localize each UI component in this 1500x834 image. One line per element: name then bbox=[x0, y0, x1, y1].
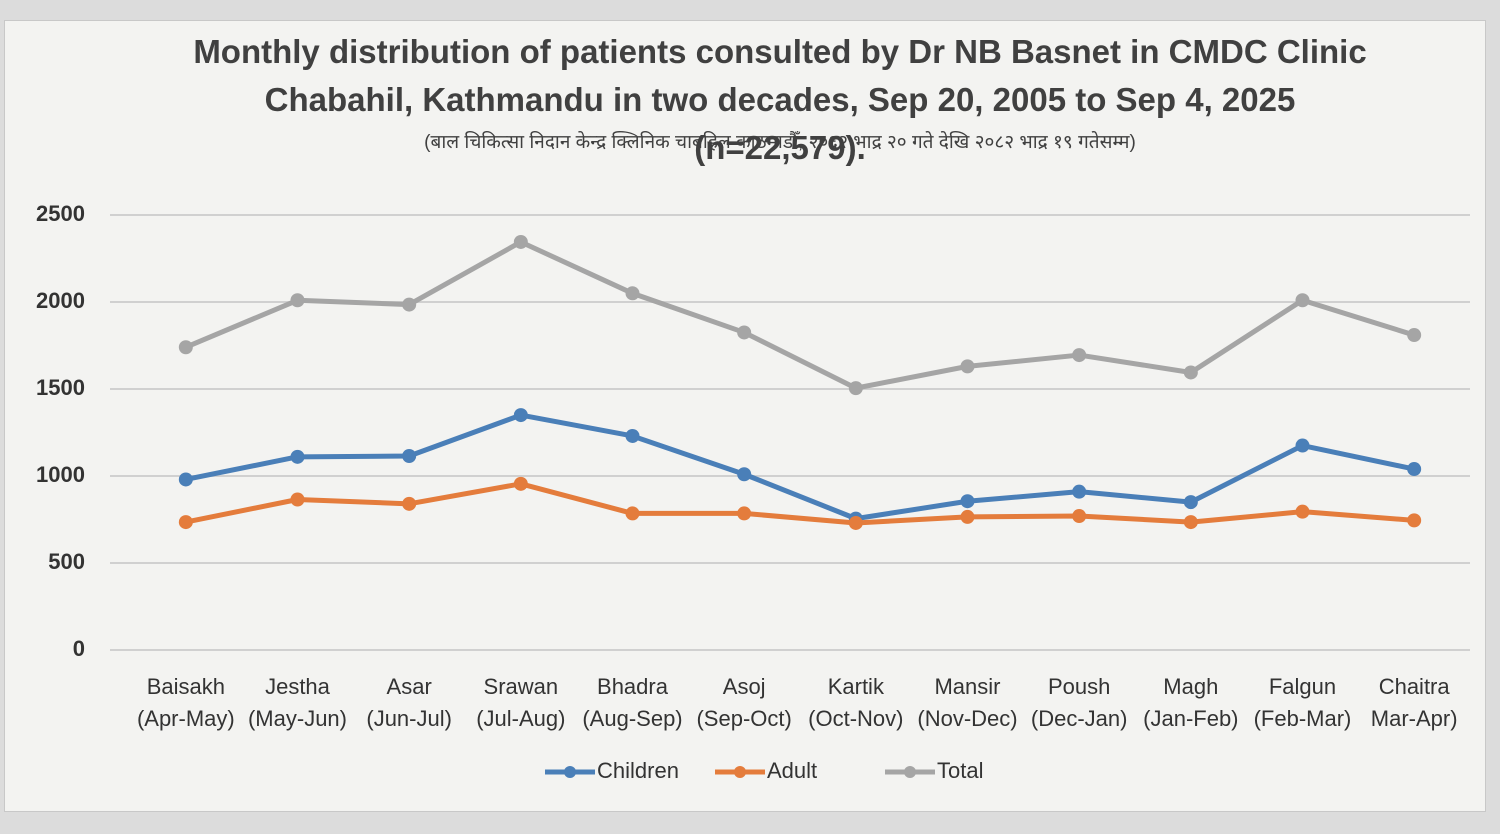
data-point bbox=[737, 506, 752, 521]
data-point bbox=[1072, 484, 1087, 499]
x-tick-sublabel: (Jul-Aug) bbox=[476, 706, 565, 731]
y-tick-label: 2000 bbox=[36, 288, 85, 313]
x-tick-label: Srawan bbox=[484, 674, 559, 699]
legend-marker bbox=[734, 766, 746, 778]
data-point bbox=[1183, 515, 1198, 530]
data-point bbox=[1295, 438, 1310, 453]
chart-panel bbox=[4, 20, 1486, 812]
series-line bbox=[185, 481, 1415, 526]
y-tick-label: 0 bbox=[73, 636, 85, 661]
data-point bbox=[513, 408, 528, 423]
data-point bbox=[1295, 504, 1310, 519]
x-tick-sublabel: (Nov-Dec) bbox=[917, 706, 1017, 731]
legend-marker bbox=[564, 766, 576, 778]
data-point bbox=[290, 449, 305, 464]
x-tick-label: Asoj bbox=[723, 674, 766, 699]
data-point bbox=[402, 297, 417, 312]
chart-subtitle: (बाल चिकित्सा निदान केन्द्र क्लिनिक चाबह… bbox=[424, 132, 1136, 153]
x-tick-label: Magh bbox=[1163, 674, 1218, 699]
x-tick-sublabel: (Sep-Oct) bbox=[696, 706, 791, 731]
data-point bbox=[1407, 513, 1422, 528]
data-point bbox=[625, 506, 640, 521]
data-point bbox=[290, 293, 305, 308]
legend-marker bbox=[904, 766, 916, 778]
x-tick-label: Chaitra bbox=[1379, 674, 1451, 699]
data-point bbox=[1183, 495, 1198, 510]
data-point bbox=[1072, 509, 1087, 524]
x-tick-label: Jestha bbox=[265, 674, 331, 699]
x-tick-sublabel: (Feb-Mar) bbox=[1254, 706, 1352, 731]
y-tick-label: 500 bbox=[48, 549, 85, 574]
x-tick-sublabel: (Oct-Nov) bbox=[808, 706, 903, 731]
x-tick-sublabel: (Dec-Jan) bbox=[1031, 706, 1128, 731]
data-point bbox=[513, 234, 528, 249]
data-point bbox=[625, 428, 640, 443]
x-tick-sublabel: (Aug-Sep) bbox=[582, 706, 682, 731]
data-point bbox=[1407, 328, 1422, 343]
data-point bbox=[290, 492, 305, 507]
data-point bbox=[960, 509, 975, 524]
x-tick-sublabel: Mar-Apr) bbox=[1371, 706, 1458, 731]
series-line bbox=[185, 412, 1415, 522]
x-tick-label: Asar bbox=[387, 674, 432, 699]
x-tick-label: Bhadra bbox=[597, 674, 669, 699]
data-point bbox=[960, 494, 975, 509]
x-tick-label: Poush bbox=[1048, 674, 1110, 699]
data-point bbox=[1072, 348, 1087, 363]
chart-title: Monthly distribution of patients consult… bbox=[193, 33, 1367, 166]
x-tick-sublabel: (May-Jun) bbox=[248, 706, 347, 731]
x-tick-label: Mansir bbox=[934, 674, 1000, 699]
legend-label: Adult bbox=[767, 758, 817, 783]
y-tick-label: 1000 bbox=[36, 462, 85, 487]
data-point bbox=[402, 448, 417, 463]
legend-label: Total bbox=[937, 758, 983, 783]
x-tick-label: Baisakh bbox=[147, 674, 225, 699]
data-point bbox=[402, 496, 417, 511]
data-point bbox=[848, 381, 863, 396]
data-point bbox=[737, 325, 752, 340]
data-point bbox=[513, 476, 528, 491]
data-point bbox=[178, 472, 193, 487]
y-tick-label: 2500 bbox=[36, 201, 85, 226]
x-tick-sublabel: (Jan-Feb) bbox=[1143, 706, 1238, 731]
x-tick-label: Kartik bbox=[828, 674, 885, 699]
data-point bbox=[178, 515, 193, 530]
y-tick-label: 1500 bbox=[36, 375, 85, 400]
data-point bbox=[1295, 293, 1310, 308]
data-point bbox=[178, 340, 193, 355]
data-point bbox=[737, 467, 752, 482]
data-point bbox=[1183, 365, 1198, 380]
legend-label: Children bbox=[597, 758, 679, 783]
data-point bbox=[848, 515, 863, 530]
x-tick-label: Falgun bbox=[1269, 674, 1336, 699]
series-line bbox=[184, 239, 1415, 391]
data-point bbox=[625, 286, 640, 301]
x-tick-sublabel: (Jun-Jul) bbox=[366, 706, 452, 731]
data-point bbox=[1407, 462, 1422, 477]
data-point bbox=[960, 359, 975, 374]
x-tick-sublabel: (Apr-May) bbox=[137, 706, 235, 731]
